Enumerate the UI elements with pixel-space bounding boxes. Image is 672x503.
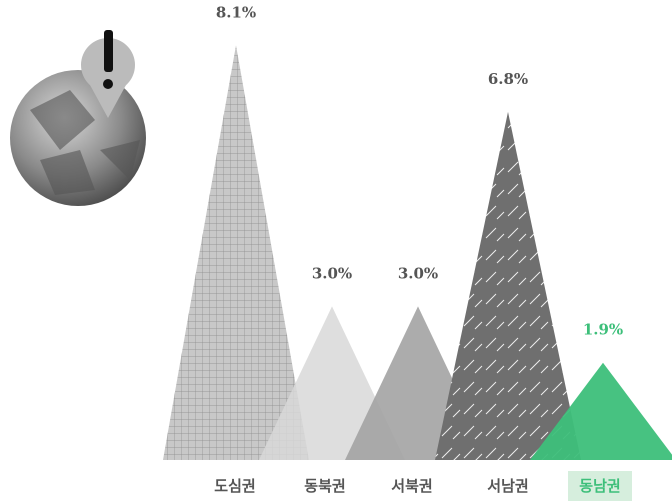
x-tick-label: 동북권 <box>304 477 345 495</box>
bar <box>435 111 581 460</box>
highlight-box <box>568 471 632 501</box>
x-tick-label: 서북권 <box>391 477 432 495</box>
value-label: 6.8% <box>488 70 528 88</box>
value-label: 8.1% <box>216 3 256 21</box>
value-label: 3.0% <box>312 264 352 282</box>
bar <box>163 45 309 460</box>
globe-icon <box>10 30 146 206</box>
x-tick-label: 서남권 <box>487 477 528 495</box>
bar <box>530 362 672 460</box>
x-tick-label: 동남권 <box>579 477 620 495</box>
x-tick-label: 도심권 <box>214 477 255 495</box>
value-label: 3.0% <box>398 264 438 282</box>
value-label: 1.9% <box>583 321 623 339</box>
